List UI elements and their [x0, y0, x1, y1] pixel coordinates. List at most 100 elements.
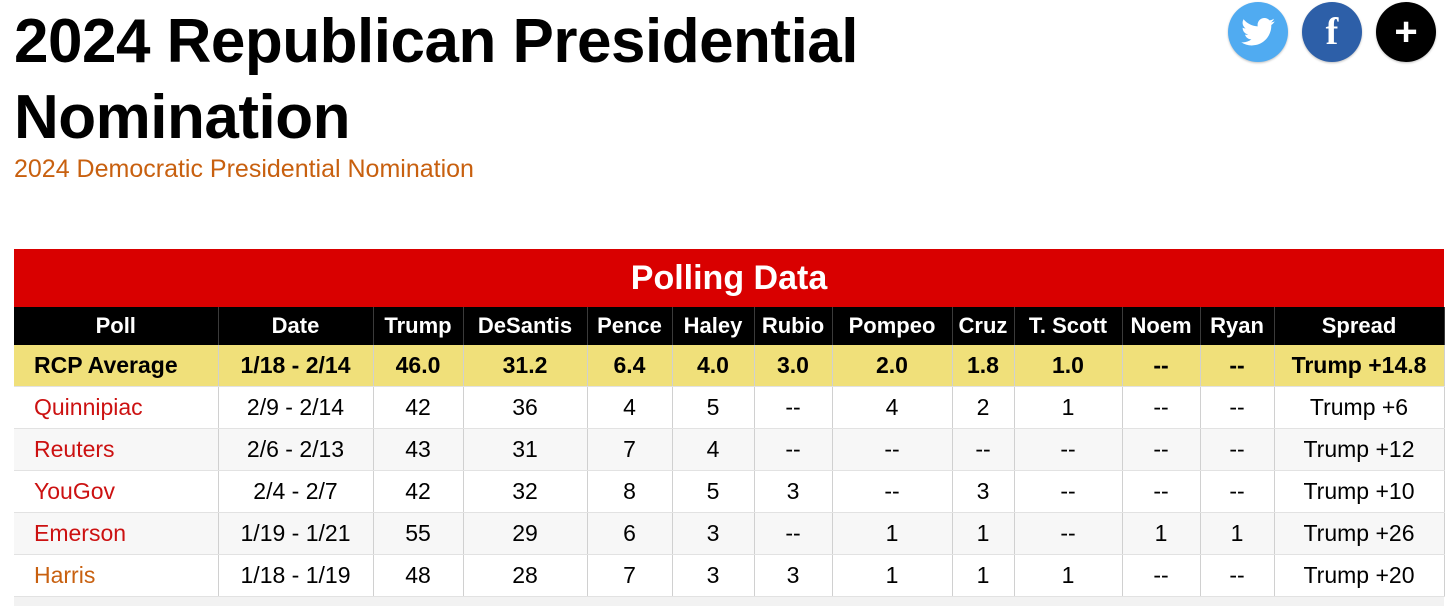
column-header-haley: Haley [672, 307, 755, 345]
cell-pence: 7 [587, 428, 673, 471]
cell-cruz: 3 [952, 470, 1015, 513]
cell-pence: 6.4 [587, 345, 673, 387]
social-share-bar: f + [1228, 2, 1436, 62]
cell-pence: 6 [587, 512, 673, 555]
cell-ryan: -- [1200, 428, 1275, 471]
table-row: Reuters 2/6 - 2/13 43 31 7 4 -- -- -- -- -- -- Trump… [14, 428, 1445, 471]
cell-ryan: -- [1200, 554, 1275, 597]
cell-trump: 43 [373, 428, 464, 471]
twitter-icon [1241, 18, 1275, 46]
cell-trump: 42 [373, 470, 464, 513]
cell-date: 2/4 - 2/7 [218, 470, 374, 513]
cell-haley: 3 [672, 554, 755, 597]
cell-noem: 1 [1122, 512, 1201, 555]
twitter-share-button[interactable] [1228, 2, 1288, 62]
polling-data-table: Polling Data Poll Date Trump DeSantis Pence H… [14, 249, 1445, 606]
column-header-cruz: Cruz [952, 307, 1015, 345]
cell-haley: 5 [672, 386, 755, 429]
cell-date: 1/19 - 1/21 [218, 512, 374, 555]
cell-desantis: 28 [463, 554, 588, 597]
cell-rubio: 3 [754, 554, 833, 597]
poll-link[interactable]: YouGov [14, 470, 219, 513]
democratic-nomination-link[interactable]: 2024 Democratic Presidential Nomination [14, 155, 474, 183]
column-header-noem: Noem [1122, 307, 1201, 345]
cell-pompeo: 1 [832, 554, 953, 597]
cell-spread: Trump +26 [1274, 512, 1445, 555]
cell-haley: 4.0 [672, 345, 755, 387]
page-title: 2024 Republican Presidential Nomination [14, 7, 859, 152]
cell-pompeo: 1 [832, 512, 953, 555]
table-row: YouGov 2/4 - 2/7 42 32 8 5 3 -- 3 -- -- -- Trump +10 [14, 470, 1445, 513]
cell-date: 2/6 - 2/13 [218, 428, 374, 471]
cell-t-scott: 1 [1014, 554, 1123, 597]
cell-trump: 42 [373, 386, 464, 429]
poll-link[interactable]: Emerson [14, 512, 219, 555]
cell-rubio: -- [754, 386, 833, 429]
cell-date: 1/18 - 1/19 [218, 554, 374, 597]
cell-ryan: -- [1200, 386, 1275, 429]
column-header-t-scott: T. Scott [1014, 307, 1123, 345]
poll-link[interactable]: Quinnipiac [14, 386, 219, 429]
cell-noem: -- [1122, 345, 1201, 387]
cell-spread: Trump +6 [1274, 386, 1445, 429]
cell-trump: 46.0 [373, 345, 464, 387]
cell-haley: 3 [672, 512, 755, 555]
poll-link[interactable]: Harris [14, 554, 219, 597]
cell-t-scott: -- [1014, 428, 1123, 471]
facebook-share-button[interactable]: f [1302, 2, 1362, 62]
table-row: Quinnipiac 2/9 - 2/14 42 36 4 5 -- 4 2 1 -- -- Trump… [14, 386, 1445, 429]
cell-trump: 55 [373, 512, 464, 555]
cell-spread: Trump +14.8 [1274, 345, 1445, 387]
cell-pompeo: 2.0 [832, 345, 953, 387]
table-footer-strip [14, 597, 1444, 606]
cell-spread: Trump +12 [1274, 428, 1445, 471]
table-caption: Polling Data [14, 249, 1444, 307]
cell-spread: Trump +10 [1274, 470, 1445, 513]
cell-rubio: -- [754, 512, 833, 555]
cell-rubio: 3 [754, 470, 833, 513]
cell-t-scott: 1 [1014, 386, 1123, 429]
cell-pence: 7 [587, 554, 673, 597]
facebook-icon: f [1325, 11, 1339, 53]
cell-cruz: -- [952, 428, 1015, 471]
column-header-pompeo: Pompeo [832, 307, 953, 345]
plus-icon: + [1394, 10, 1418, 54]
column-header-spread: Spread [1274, 307, 1445, 345]
table-row: Emerson 1/19 - 1/21 55 29 6 3 -- 1 1 -- 1 1 Trump +2… [14, 512, 1445, 555]
cell-t-scott: -- [1014, 512, 1123, 555]
column-header-date: Date [218, 307, 374, 345]
cell-pence: 4 [587, 386, 673, 429]
cell-noem: -- [1122, 470, 1201, 513]
column-header-ryan: Ryan [1200, 307, 1275, 345]
cell-cruz: 1 [952, 554, 1015, 597]
cell-desantis: 31 [463, 428, 588, 471]
cell-desantis: 32 [463, 470, 588, 513]
cell-cruz: 2 [952, 386, 1015, 429]
table-header-row: Poll Date Trump DeSantis Pence Haley Rubio Pomp… [14, 307, 1445, 345]
cell-haley: 5 [672, 470, 755, 513]
cell-spread: Trump +20 [1274, 554, 1445, 597]
cell-noem: -- [1122, 428, 1201, 471]
cell-noem: -- [1122, 554, 1201, 597]
more-share-button[interactable]: + [1376, 2, 1436, 62]
poll-link[interactable]: Reuters [14, 428, 219, 471]
cell-pompeo: -- [832, 470, 953, 513]
column-header-pence: Pence [587, 307, 673, 345]
cell-pompeo: 4 [832, 386, 953, 429]
cell-cruz: 1.8 [952, 345, 1015, 387]
column-header-desantis: DeSantis [463, 307, 588, 345]
column-header-rubio: Rubio [754, 307, 833, 345]
cell-haley: 4 [672, 428, 755, 471]
cell-t-scott: -- [1014, 470, 1123, 513]
table-row: Harris 1/18 - 1/19 48 28 7 3 3 1 1 1 -- -- Trump +20 [14, 554, 1445, 597]
cell-desantis: 31.2 [463, 345, 588, 387]
cell-cruz: 1 [952, 512, 1015, 555]
polls-table: Poll Date Trump DeSantis Pence Haley Rubio Pomp… [14, 307, 1445, 597]
rcp-average-row: RCP Average 1/18 - 2/14 46.0 31.2 6.4 4.0 3.0 2… [14, 345, 1445, 387]
cell-rubio: 3.0 [754, 345, 833, 387]
rcp-average-label: RCP Average [14, 345, 219, 387]
cell-ryan: -- [1200, 470, 1275, 513]
cell-desantis: 36 [463, 386, 588, 429]
cell-ryan: -- [1200, 345, 1275, 387]
